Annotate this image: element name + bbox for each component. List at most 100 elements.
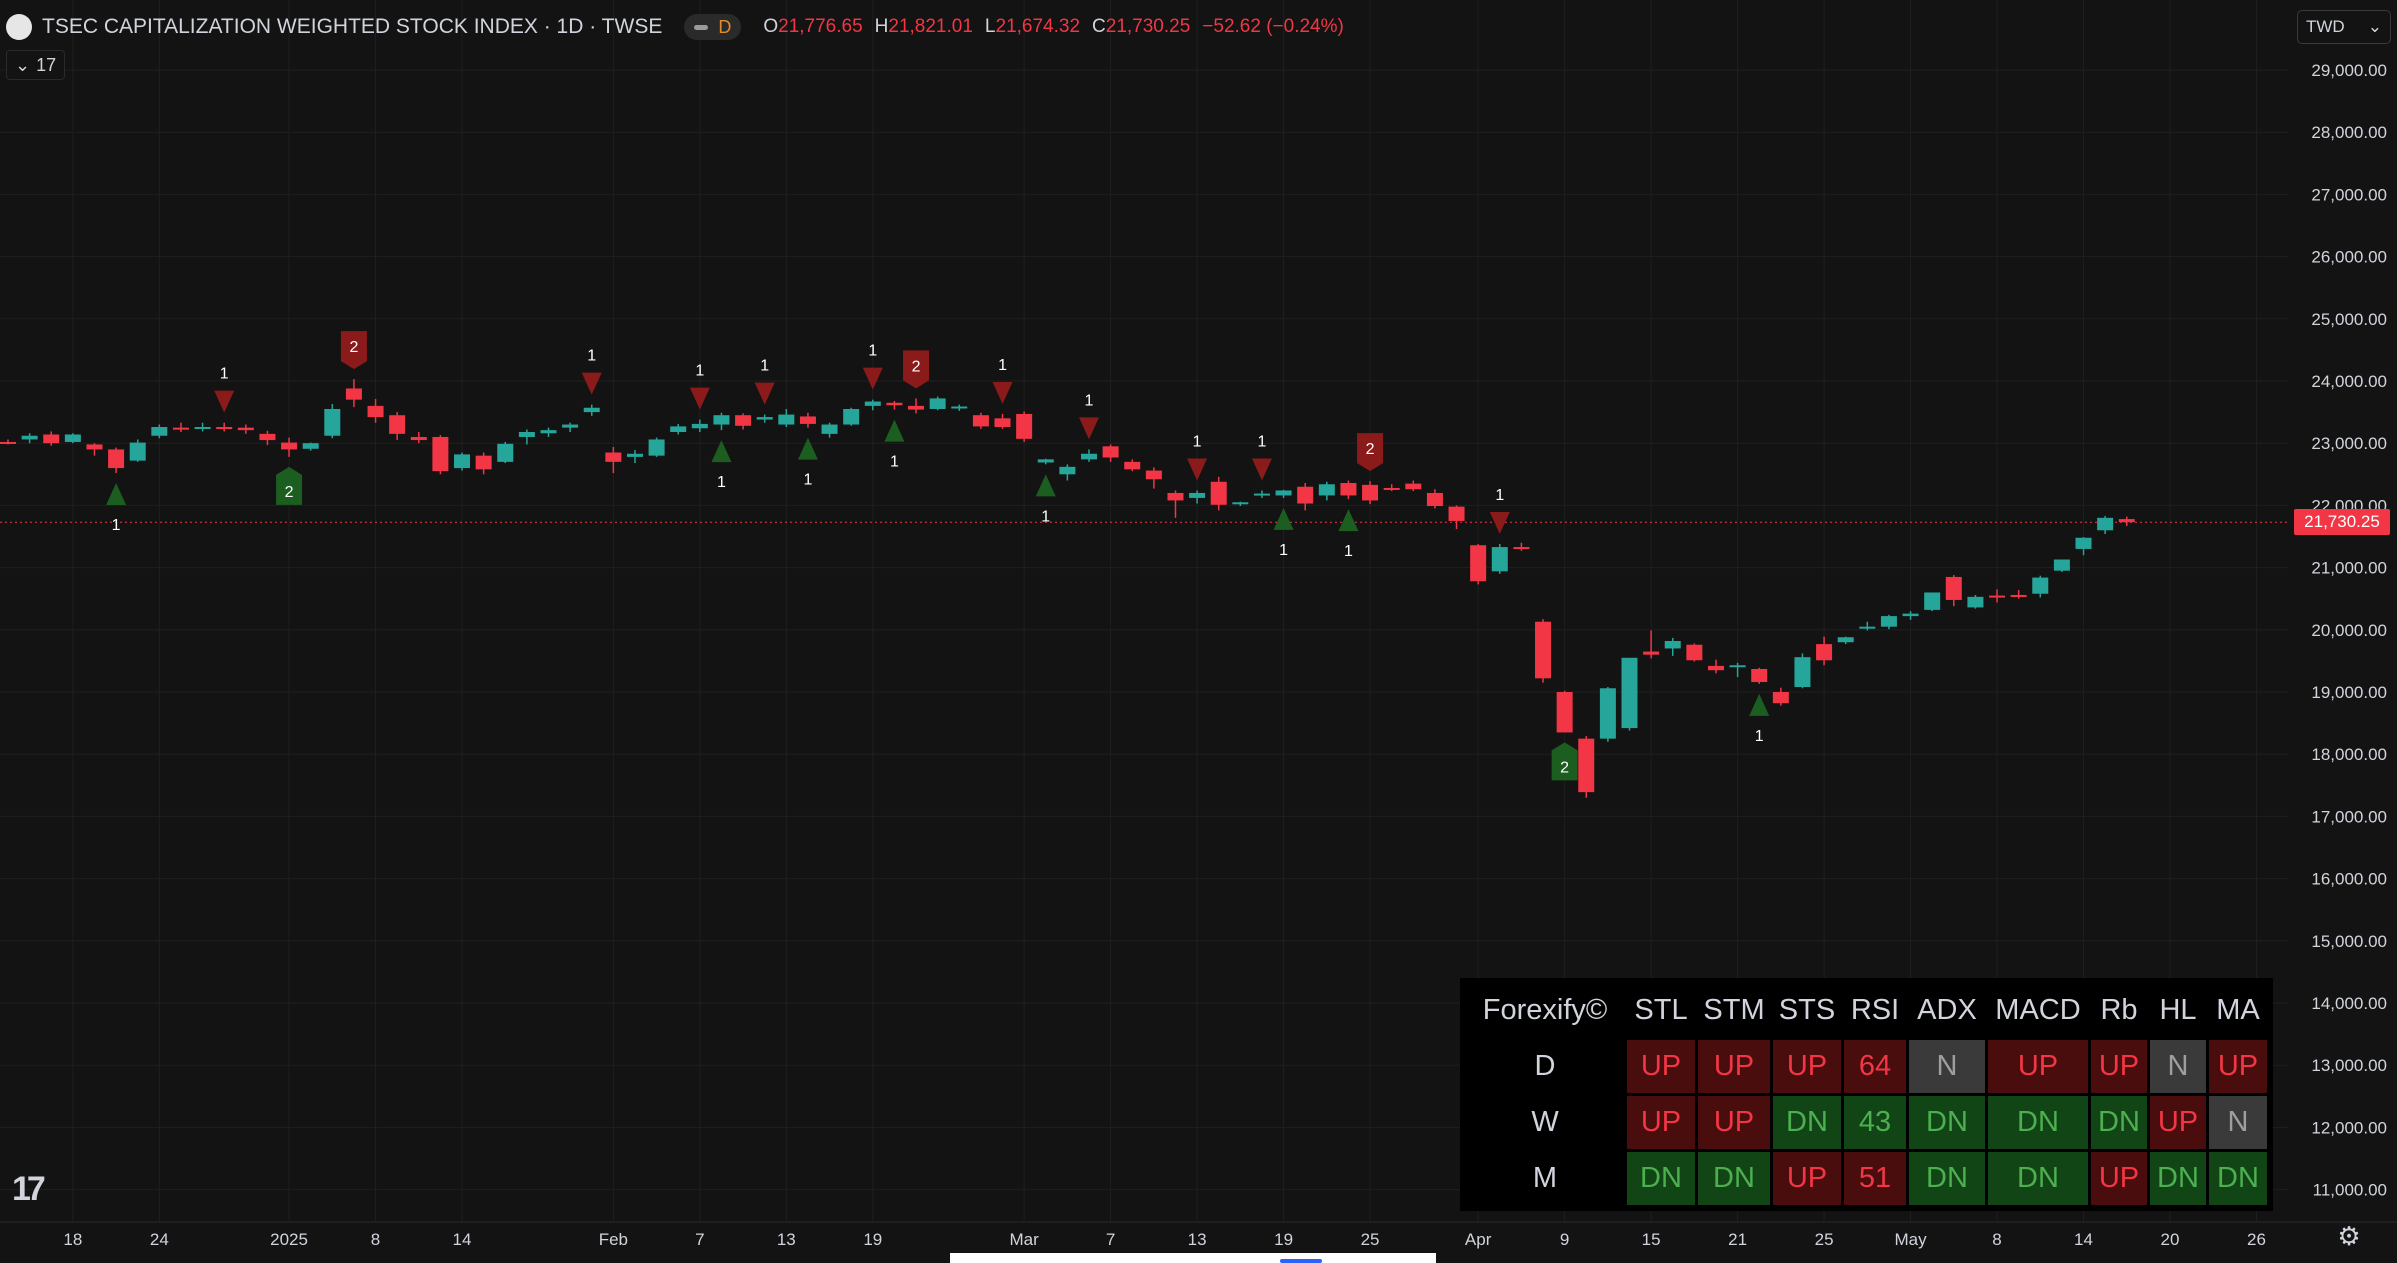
signal-count-label: 2 [1560,759,1569,776]
signal-count-label: 1 [1085,392,1094,409]
symbol-title[interactable]: TSEC CAPITALIZATION WEIGHTED STOCK INDEX… [42,15,663,38]
sell-signal-flag [1357,433,1384,472]
time-axis-label: 7 [1106,1230,1115,1249]
settings-gear-icon[interactable]: ⚙ [2337,1221,2361,1251]
signal-count-label: 2 [912,358,921,375]
ohlc-low: L21,674.32 [984,16,1081,37]
candle-body [583,407,600,413]
candle-body [886,402,903,406]
candle-body [691,423,708,429]
candle-body [1599,688,1616,739]
signal-cell: UP [2091,1040,2147,1093]
signal-cell: N [1909,1040,1985,1093]
signal-count-label: 1 [1041,508,1050,525]
candle-body [1621,657,1638,729]
signal-cell: UP [1773,1040,1841,1093]
signal-cell: 51 [1844,1152,1906,1205]
indicators-collapse-button[interactable]: ⌄ 17 [6,50,66,80]
candle-body [1535,621,1552,679]
col-header: STM [1698,984,1770,1037]
signal-cell: UP [1698,1040,1770,1093]
candle-body [1989,595,2006,598]
candle-body [1837,637,1854,643]
candle-body [2075,537,2092,549]
market-status-pill[interactable]: D [684,14,742,40]
sell-signal-flag [340,331,367,370]
candle-body [410,436,427,441]
candle-body [1664,640,1681,649]
signal-count-label: 1 [220,366,229,383]
candle-body [1253,493,1270,496]
signal-count-label: 1 [717,474,726,491]
candle-body [1924,592,1941,610]
candle-body [994,418,1011,428]
time-axis-label: 15 [1642,1230,1661,1249]
chevron-down-icon: ⌄ [15,54,31,75]
candle-body [1729,665,1746,668]
candle-body [1383,487,1400,490]
candle-body [1945,576,1962,600]
price-axis-label: 17,000.00 [2311,807,2387,826]
time-axis-label: 2025 [270,1230,308,1249]
signal-count-label: 1 [695,363,704,380]
time-scrollbar[interactable] [950,1253,1436,1263]
signal-cell: UP [2150,1096,2206,1149]
candle-body [778,414,795,425]
signal-count-label: 1 [587,348,596,365]
candle-body [756,417,773,420]
candle-body [1707,665,1724,671]
candle-body [626,453,643,457]
candle-body [540,430,557,434]
candle-body [951,406,968,409]
price-axis-label: 21,000.00 [2311,559,2387,578]
time-axis-label: Feb [599,1230,628,1249]
candle-body [1686,644,1703,661]
currency-select[interactable]: TWD ⌄ [2297,10,2391,44]
candle-body [237,427,254,431]
price-axis-label: 25,000.00 [2311,310,2387,329]
price-axis[interactable]: 29,000.00 28,000.00 27,000.00 26,000.00 25,0… [2311,61,2387,1200]
sell-signal-triangle [754,382,775,405]
time-axis[interactable]: 18 24 2025 8 14 Feb 7 13 19 Mar 7 13 19 25 Apr 9 15 21 25 M… [63,1230,2266,1249]
signal-cell: UP [2209,1040,2267,1093]
price-axis-label: 23,000.00 [2311,434,2387,453]
time-axis-label: 21 [1728,1230,1747,1249]
candle-body [1059,466,1076,475]
tradingview-logo-icon[interactable]: 17 [12,1170,46,1208]
buy-signal-flag [276,466,303,505]
scrollbar-thumb[interactable] [1280,1259,1322,1263]
candle-body [670,426,687,433]
candle-body [562,424,579,428]
price-axis-label: 18,000.00 [2311,745,2387,764]
col-header: STS [1773,984,1841,1037]
ohlc-open: O21,776.65 [763,16,863,37]
signal-cell: N [2209,1096,2267,1149]
signal-count-label: 1 [803,472,812,489]
signal-cell: UP [1988,1040,2088,1093]
candle-body [1232,502,1249,505]
signal-count-label: 1 [112,517,121,534]
signal-cell: 43 [1844,1096,1906,1149]
candle-body [281,442,298,450]
price-axis-label: 28,000.00 [2311,123,2387,142]
candle-body [497,443,514,462]
candle-body [1016,413,1033,439]
price-axis-label: 13,000.00 [2311,1056,2387,1075]
time-axis-label: 8 [1992,1230,2001,1249]
candle-body [799,416,816,424]
candles [0,379,2135,798]
candle-body [454,454,471,469]
buy-signal-triangle [884,419,905,442]
candle-body [1124,461,1141,470]
candle-body [259,433,276,441]
signal-markers: 1 1 2 2 1 1 1 1 1 1 1 2 1 1 1 1 1 1 1 2 1 2 1 [106,331,1770,781]
candle-body [1816,644,1833,661]
candle-body [1859,626,1876,629]
time-axis-label: May [1894,1230,1927,1249]
candle-body [1772,692,1789,704]
time-axis-label: 18 [63,1230,82,1249]
timeframe-label: W [1466,1096,1624,1149]
price-axis-label: 11,000.00 [2313,1181,2387,1200]
signal-cell: UP [1773,1152,1841,1205]
